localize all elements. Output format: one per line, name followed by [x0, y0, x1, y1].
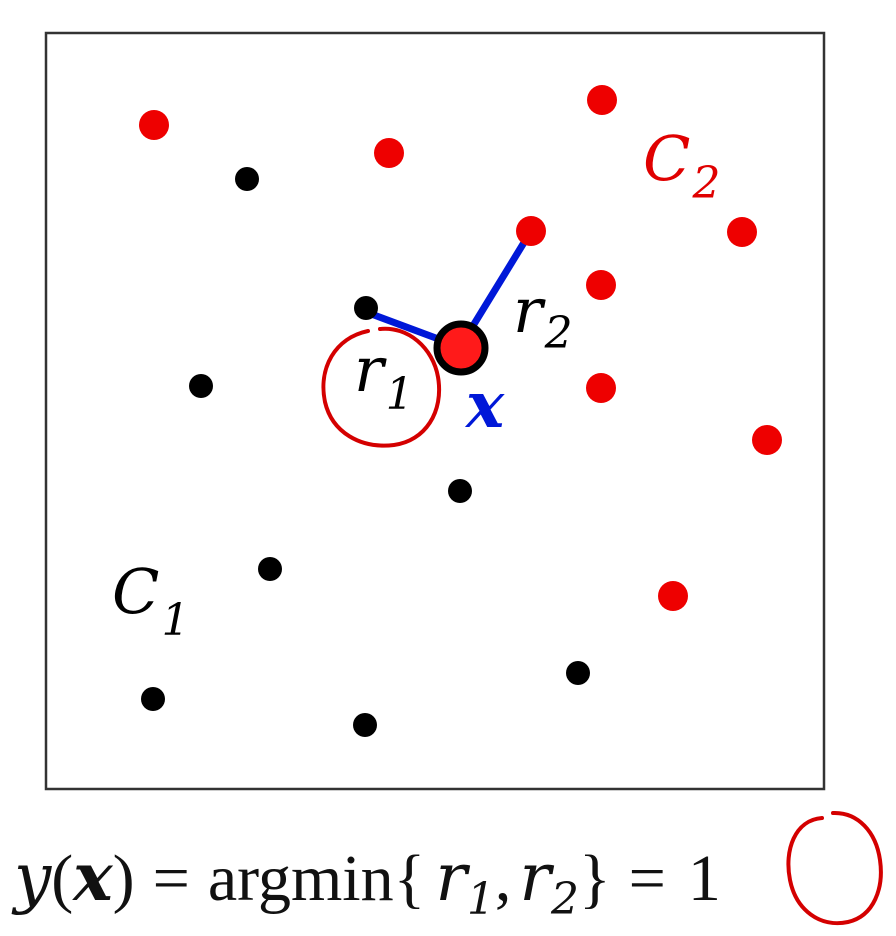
query-point: [433, 320, 489, 376]
class2-point: [727, 217, 757, 247]
class1-label: C1: [112, 555, 189, 646]
formula: y(x) = argmin{r1, r2} = 1: [11, 838, 721, 925]
class1-point: [566, 661, 590, 685]
query-point-marker: [433, 320, 489, 376]
class2-point: [586, 373, 616, 403]
result-highlight-circle: [786, 810, 883, 926]
class1-point: [235, 167, 259, 191]
class2-point: [139, 110, 169, 140]
r1-highlight-circle: [321, 326, 442, 448]
class1-point: [141, 687, 165, 711]
r1-label: r1: [354, 333, 414, 420]
class2-point: [752, 425, 782, 455]
query-label: x: [464, 368, 505, 443]
class1-point: [258, 557, 282, 581]
class1-points: [141, 167, 590, 737]
class1-point: [354, 296, 378, 320]
class2-point: [586, 270, 616, 300]
r2-label: r2: [513, 274, 573, 359]
class2-point: [587, 85, 617, 115]
class2-label: C2: [643, 122, 720, 209]
class2-point: [516, 216, 546, 246]
class2-points: [139, 85, 782, 611]
class1-point: [448, 479, 472, 503]
class2-point: [658, 581, 688, 611]
plot-frame: [44, 31, 826, 791]
class1-point: [189, 374, 213, 398]
class1-point: [353, 713, 377, 737]
class2-point: [374, 138, 404, 168]
